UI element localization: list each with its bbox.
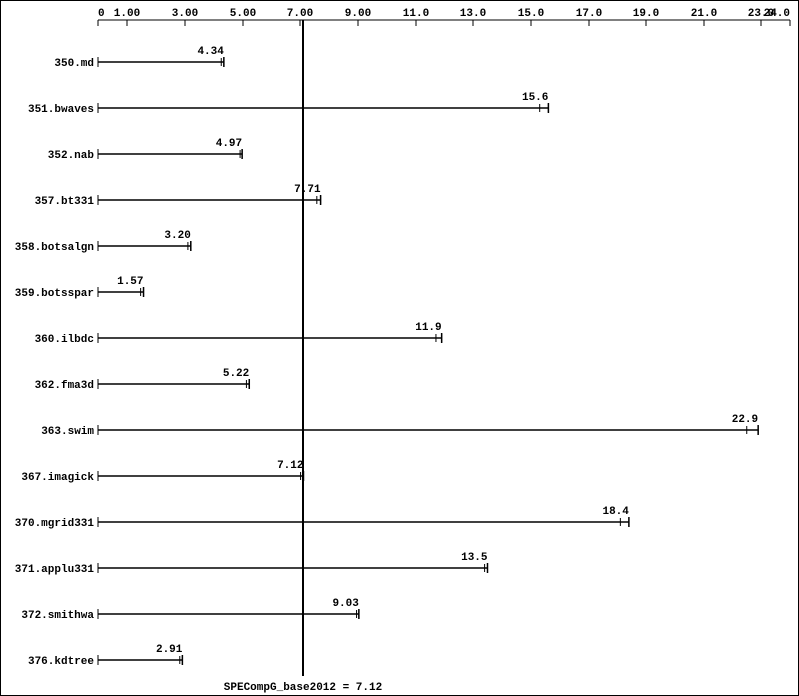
x-axis-label: 0 xyxy=(98,8,105,20)
benchmark-row: 371.applu331 13.5 xyxy=(15,552,488,576)
benchmark-row: 350.md 4.34 xyxy=(54,46,224,70)
x-axis-label: 3.00 xyxy=(172,8,198,20)
benchmark-label: 358.botsalgn xyxy=(15,242,94,254)
chart-border xyxy=(1,1,799,696)
benchmark-row: 367.imagick 7.12 xyxy=(21,460,303,484)
benchmark-label: 351.bwaves xyxy=(28,104,94,116)
benchmark-label: 362.fma3d xyxy=(35,380,94,392)
bar-value-label: 4.34 xyxy=(197,46,224,58)
bar-value-label: 4.97 xyxy=(216,138,242,150)
benchmark-row: 372.smithwa 9.03 xyxy=(21,598,359,622)
benchmark-label: 370.mgrid331 xyxy=(15,518,95,530)
x-axis-label: 19.0 xyxy=(633,8,659,20)
x-axis-label: 5.00 xyxy=(230,8,256,20)
benchmark-label: 360.ilbdc xyxy=(35,334,94,346)
benchmark-row: 362.fma3d 5.22 xyxy=(35,368,250,392)
bar-value-label: 5.22 xyxy=(223,368,249,380)
benchmark-row: 359.botsspar 1.57 xyxy=(15,276,144,300)
benchmark-label: 359.botsspar xyxy=(15,288,94,300)
x-axis-label: 7.00 xyxy=(287,8,313,20)
benchmark-row: 370.mgrid331 18.4 xyxy=(15,506,630,530)
bar-value-label: 22.9 xyxy=(732,414,758,426)
x-axis-label: 1.00 xyxy=(114,8,140,20)
benchmark-label: 372.smithwa xyxy=(21,610,94,622)
benchmark-chart: 0 1.00 3.00 5.00 7.00 9.00 11.0 13.0 15.0 17.0 19.… xyxy=(0,0,799,696)
benchmark-label: 363.swim xyxy=(41,426,94,438)
benchmark-label: 371.applu331 xyxy=(15,564,95,576)
bar-value-label: 1.57 xyxy=(117,276,143,288)
bar-value-label: 7.12 xyxy=(277,460,303,472)
x-axis-label: 24.0 xyxy=(764,8,790,20)
benchmark-row: 351.bwaves 15.6 xyxy=(28,92,548,116)
benchmark-row: 376.kdtree 2.91 xyxy=(28,644,183,668)
bar-value-label: 18.4 xyxy=(602,506,629,518)
benchmark-row: 357.bt331 7.71 xyxy=(35,184,321,208)
x-axis-label: 13.0 xyxy=(460,8,486,20)
x-axis-label: 11.0 xyxy=(403,8,429,20)
benchmark-row: 360.ilbdc 11.9 xyxy=(35,322,442,346)
x-axis-label: 17.0 xyxy=(576,8,602,20)
benchmark-label: 357.bt331 xyxy=(35,196,95,208)
bar-value-label: 2.91 xyxy=(156,644,183,656)
bar-value-label: 9.03 xyxy=(332,598,359,610)
bar-value-label: 15.6 xyxy=(522,92,548,104)
benchmark-label: 350.md xyxy=(54,58,94,70)
x-axis-label: 9.00 xyxy=(345,8,371,20)
benchmark-label: 352.nab xyxy=(48,150,95,162)
benchmark-label: 367.imagick xyxy=(21,472,94,484)
bar-value-label: 13.5 xyxy=(461,552,488,564)
reference-label: SPECompG_base2012 = 7.12 xyxy=(224,682,382,694)
x-axis-ticks: 0 1.00 3.00 5.00 7.00 9.00 11.0 13.0 15.0 17.0 19.… xyxy=(98,8,790,26)
benchmark-row: 358.botsalgn 3.20 xyxy=(15,230,191,254)
bar-value-label: 11.9 xyxy=(415,322,441,334)
bar-value-label: 3.20 xyxy=(164,230,190,242)
benchmark-label: 376.kdtree xyxy=(28,656,94,668)
benchmark-row: 352.nab 4.97 xyxy=(48,138,242,162)
bar-value-label: 7.71 xyxy=(294,184,321,196)
x-axis-label: 15.0 xyxy=(518,8,544,20)
benchmark-row: 363.swim 22.9 xyxy=(41,414,758,438)
x-axis-label: 21.0 xyxy=(691,8,717,20)
